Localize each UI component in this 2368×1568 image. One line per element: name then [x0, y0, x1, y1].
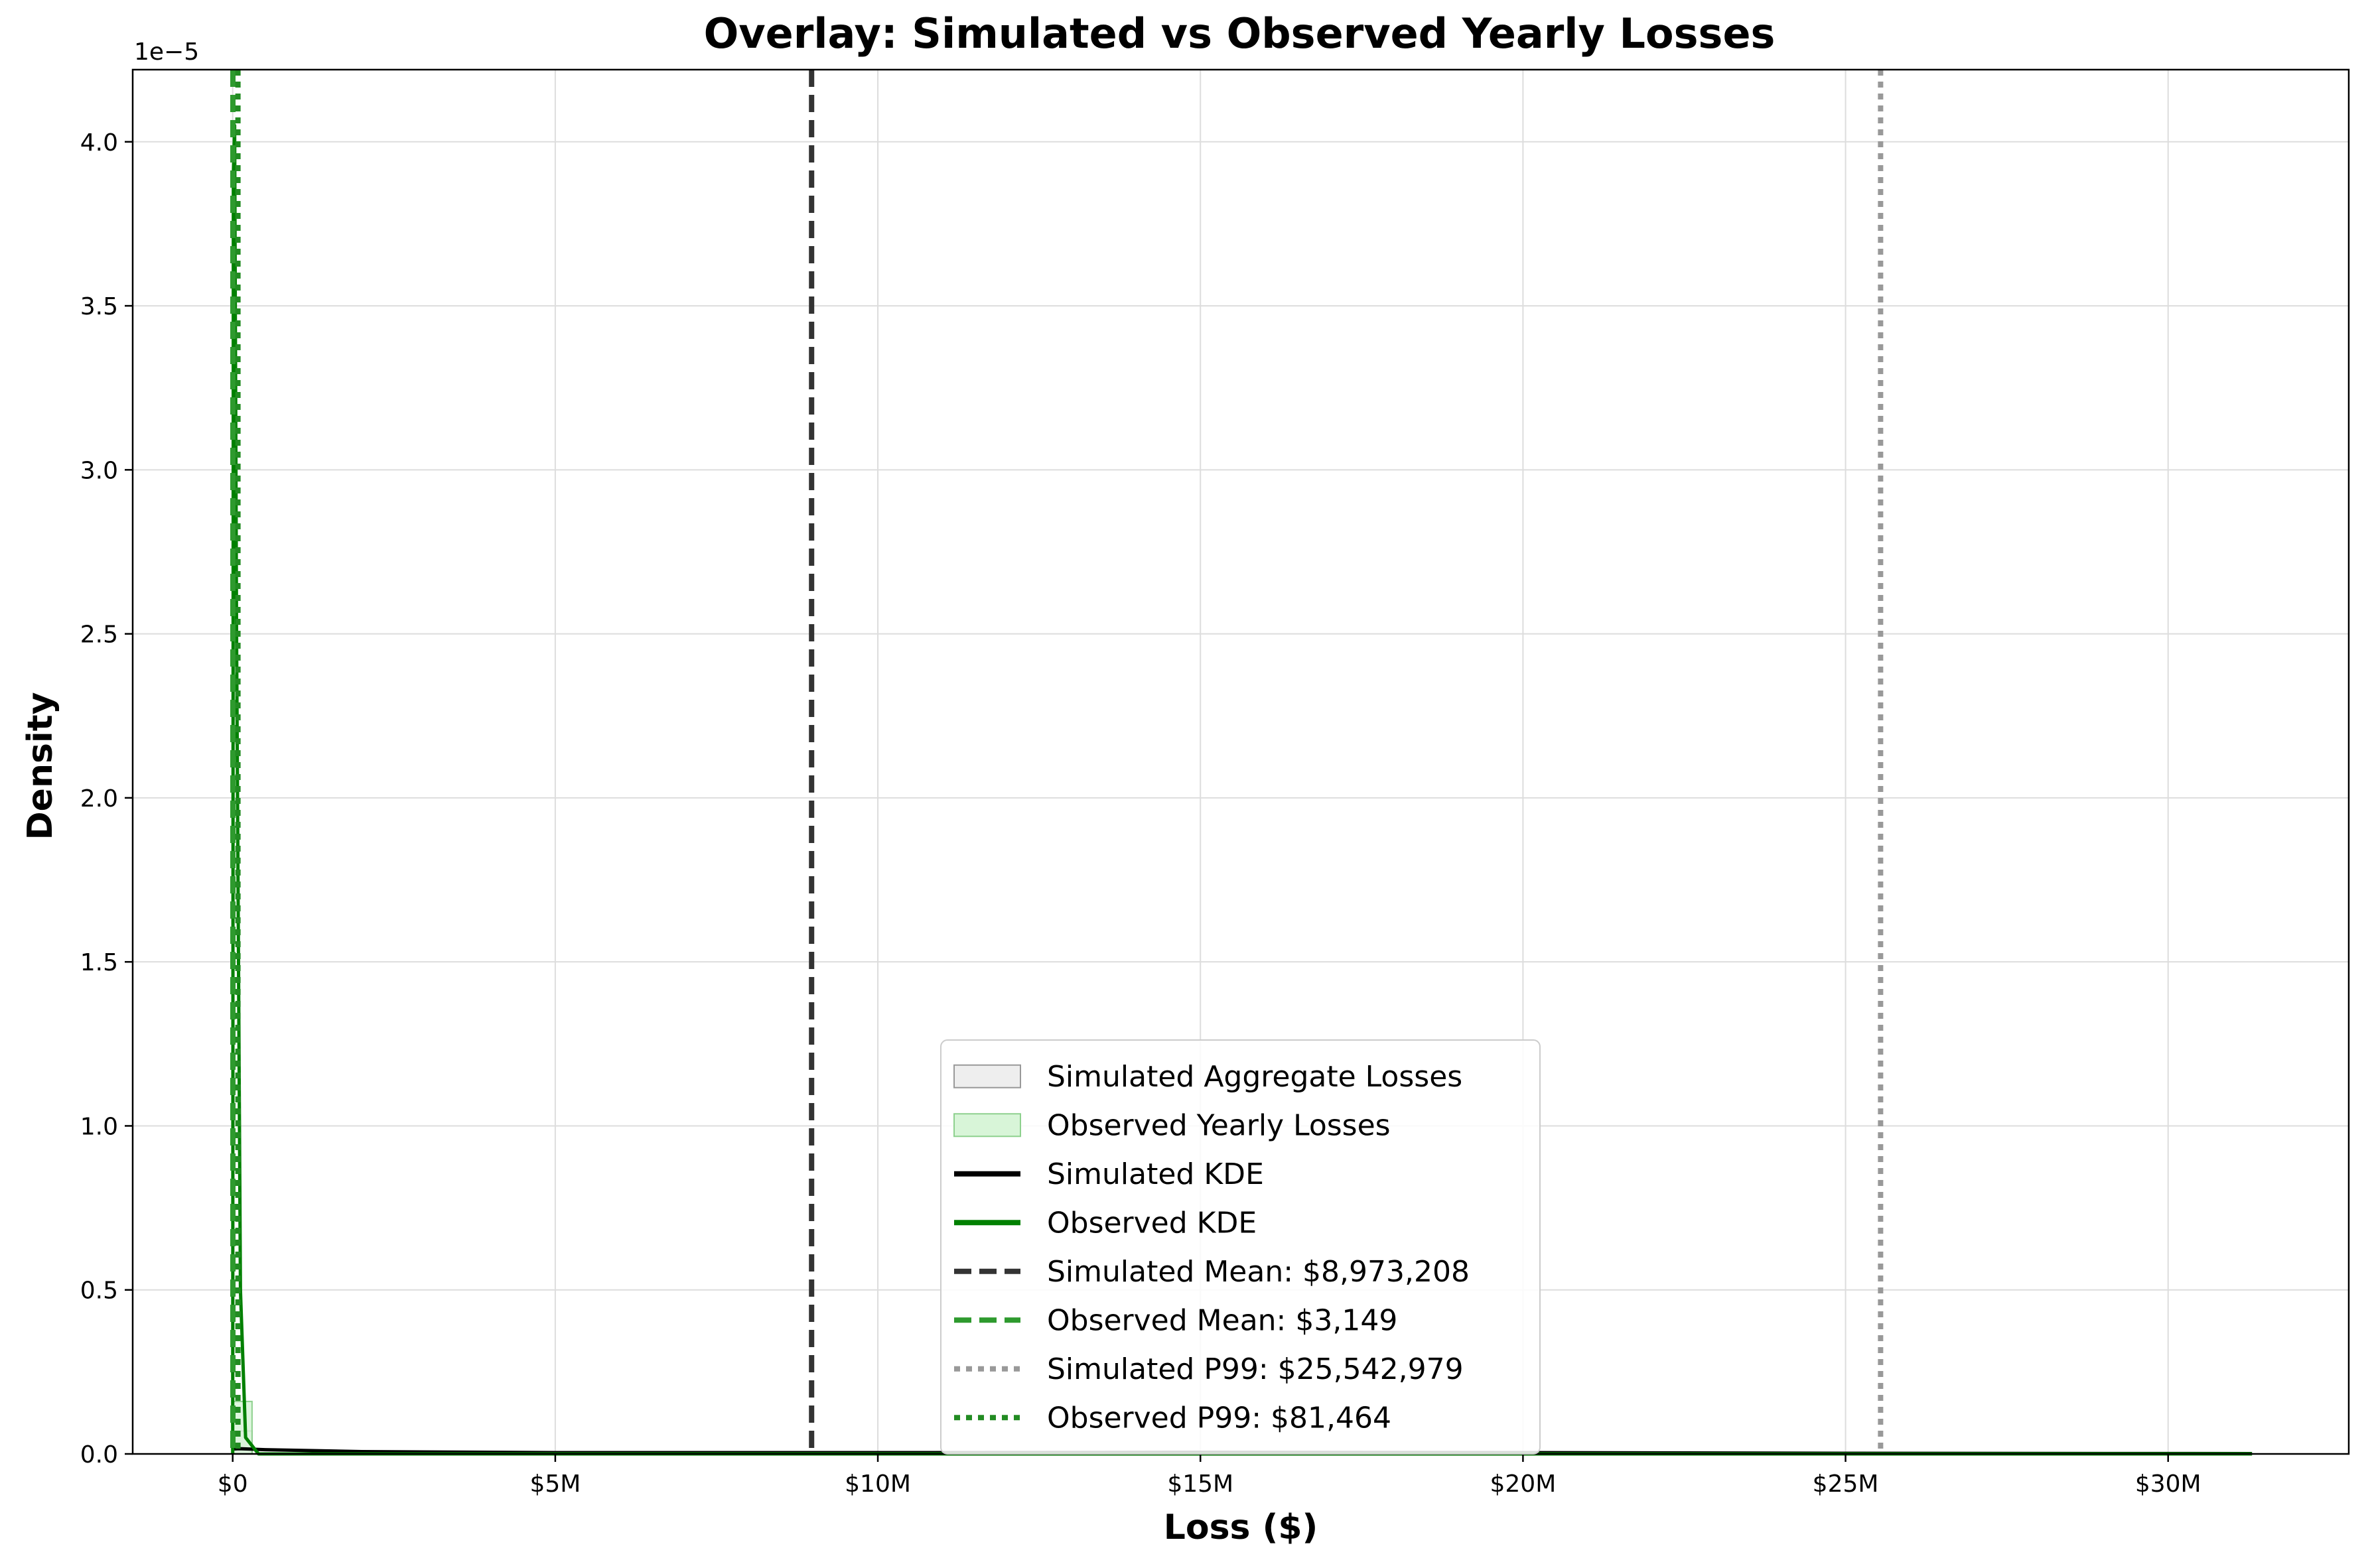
legend-label: Simulated Aggregate Losses: [1047, 1060, 1462, 1094]
y-tick-label: 1.0: [80, 1113, 118, 1140]
x-tick-label: $0: [218, 1470, 248, 1498]
legend-label: Simulated P99: $25,542,979: [1047, 1352, 1464, 1386]
x-tick-label: $30M: [2135, 1470, 2201, 1498]
x-tick-label: $15M: [1167, 1470, 1233, 1498]
y-tick-label: 3.0: [80, 457, 118, 484]
legend-label: Observed KDE: [1047, 1206, 1257, 1240]
y-tick-label: 4.0: [80, 129, 118, 157]
legend-label: Simulated KDE: [1047, 1157, 1264, 1191]
x-tick-label: $20M: [1490, 1470, 1557, 1498]
y-tick-label: 1.5: [80, 949, 118, 976]
legend-label: Observed Yearly Losses: [1047, 1108, 1391, 1142]
legend-swatch: [953, 1113, 1021, 1138]
y-tick-label: 3.5: [80, 293, 118, 320]
x-tick-label: $10M: [845, 1470, 911, 1498]
legend: Simulated Aggregate Losses Observed Yearl…: [940, 1039, 1541, 1455]
legend-swatch: [953, 1064, 1021, 1088]
y-tick-label: 0.5: [80, 1277, 118, 1305]
legend-label: Observed Mean: $3,149: [1047, 1303, 1397, 1337]
y-tick-label: 2.5: [80, 621, 118, 649]
y-axis-ticks: 0.0 0.5 1.0 1.5 2.0 2.5 3.0 3.5 4.0: [80, 129, 133, 1469]
x-axis-ticks: $0 $5M $10M $15M $20M $25M $30M: [218, 1454, 2201, 1498]
chart-title: Overlay: Simulated vs Observed Yearly Lo…: [704, 9, 1776, 58]
legend-label: Simulated Mean: $8,973,208: [1047, 1255, 1470, 1289]
y-offset-text: 1e−5: [134, 38, 199, 66]
legend-label: Observed P99: $81,464: [1047, 1401, 1391, 1435]
x-tick-label: $5M: [529, 1470, 581, 1498]
y-axis-label: Density: [21, 692, 60, 840]
y-tick-label: 0.0: [80, 1441, 118, 1469]
y-tick-label: 2.0: [80, 785, 118, 813]
x-axis-label: Loss ($): [1164, 1508, 1318, 1547]
x-tick-label: $25M: [1813, 1470, 1879, 1498]
legend-box: [940, 1039, 1541, 1455]
reference-lines: [230, 70, 1884, 1454]
